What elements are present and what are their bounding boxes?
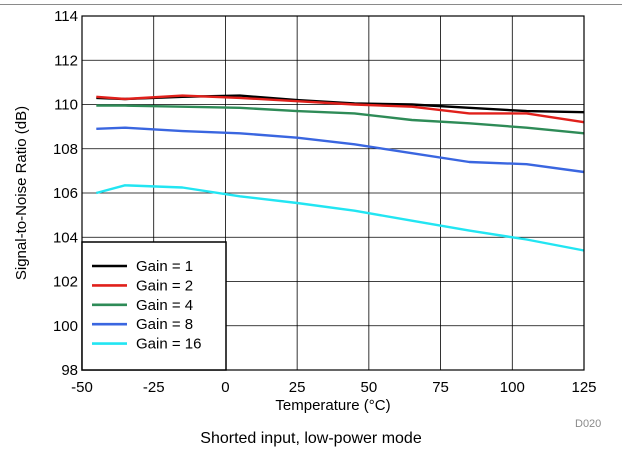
legend-entry: Gain = 16	[136, 336, 201, 353]
x-tick-label: 25	[289, 379, 306, 396]
y-tick-label: 112	[54, 52, 78, 69]
y-tick-labels: 98 100 102 104 106 108 110 112 114	[53, 8, 78, 379]
y-tick-label: 110	[54, 97, 78, 114]
x-tick-label: 50	[361, 379, 378, 396]
top-rule	[0, 4, 622, 5]
legend-entry: Gain = 2	[136, 277, 193, 294]
legend-entry: Gain = 1	[136, 258, 193, 275]
y-axis-label: Signal-to-Noise Ratio (dB)	[13, 106, 30, 280]
figure-caption: Shorted input, low-power mode	[200, 430, 422, 447]
legend-entry: Gain = 8	[136, 316, 193, 333]
series-line	[95, 184, 585, 252]
y-tick-label: 102	[53, 274, 78, 291]
x-tick-label: 125	[571, 379, 596, 396]
figure-code: D020	[575, 418, 602, 430]
y-tick-label: 100	[53, 318, 78, 335]
legend-entry: Gain = 4	[136, 297, 193, 314]
plot-frame	[81, 15, 585, 371]
snr-vs-temperature-chart: -50 -25 0 25 50 75 100 125 98 100 102 104 106 108 110…	[13, 8, 597, 414]
x-tick-label: -50	[71, 379, 93, 396]
x-tick-label: 100	[500, 379, 525, 396]
x-axis-label: Temperature (°C)	[275, 397, 390, 414]
y-tick-label: 114	[54, 8, 78, 25]
y-tick-label: 98	[61, 362, 78, 379]
series-line	[96, 126, 585, 174]
x-tick-label: 0	[221, 379, 229, 396]
y-tick-label: 106	[53, 185, 78, 202]
x-tick-label: -25	[143, 379, 165, 396]
series-lines	[95, 94, 585, 252]
y-tick-label: 108	[53, 141, 78, 158]
series-line	[96, 104, 585, 135]
legend: Gain = 1 Gain = 2 Gain = 4 Gain = 8 Gain = 1…	[81, 241, 227, 371]
x-tick-label: 75	[432, 379, 449, 396]
y-tick-label: 104	[53, 229, 78, 246]
series-line	[96, 94, 585, 124]
x-tick-labels: -50 -25 0 25 50 75 100 125	[71, 379, 596, 396]
